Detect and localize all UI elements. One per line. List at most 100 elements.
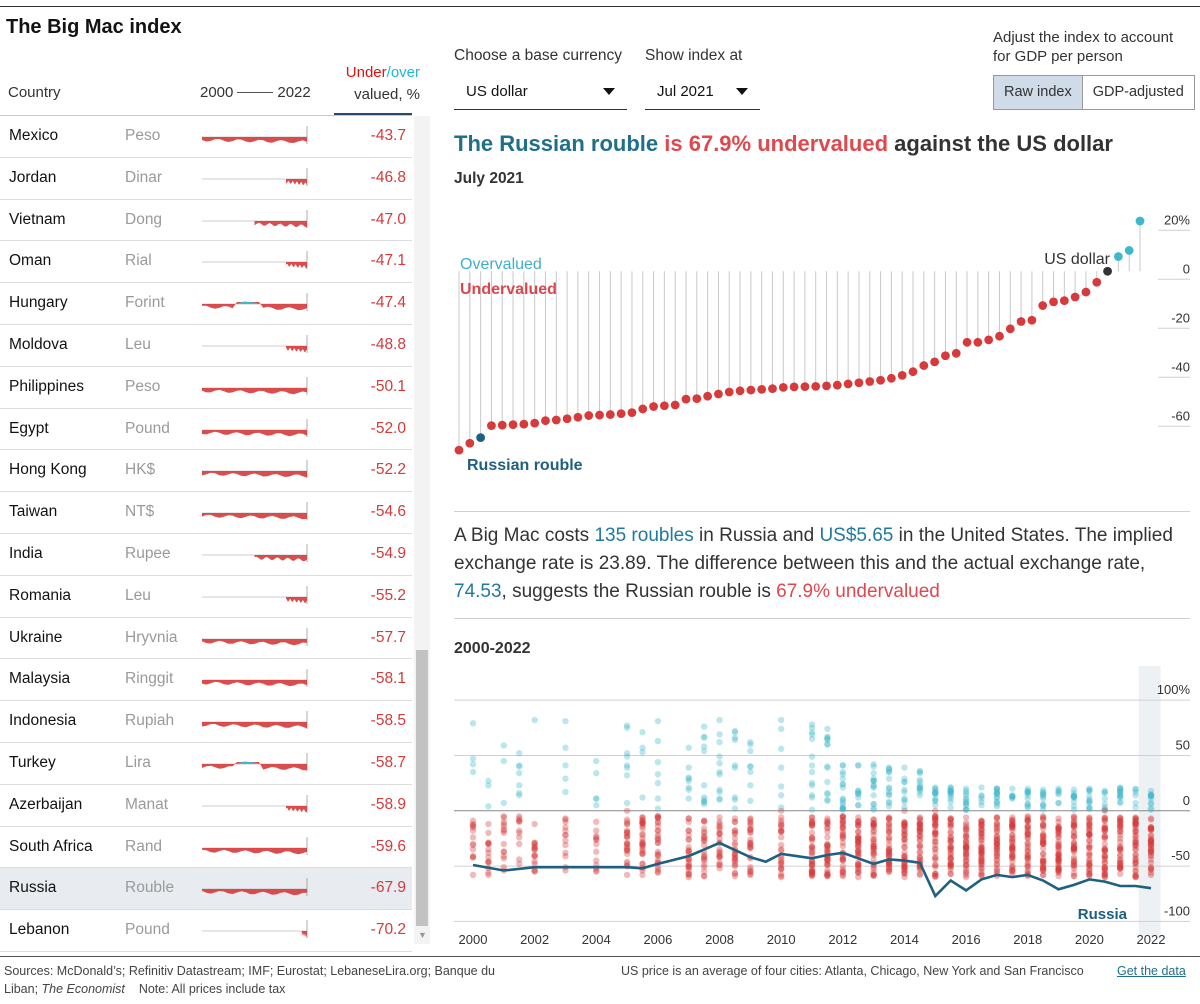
country-point — [1086, 849, 1093, 857]
country-point — [870, 782, 877, 789]
country-point — [777, 716, 785, 724]
country-point — [808, 871, 816, 879]
country-point — [1132, 859, 1139, 866]
explanation-text: A Big Mac costs 135 roubles in Russia an… — [454, 522, 1174, 606]
explain-t1: A Big Mac costs — [454, 525, 595, 546]
sparkline — [202, 920, 308, 939]
table-row[interactable]: Malaysia Ringgit -58.1 — [0, 659, 412, 702]
country-point — [1147, 839, 1155, 847]
table-scrollbar[interactable]: ▼ — [414, 116, 430, 944]
sparkline — [202, 585, 308, 604]
country-point — [654, 839, 662, 847]
country-point — [839, 805, 847, 812]
country-point — [885, 820, 893, 828]
table-row[interactable]: Romania Leu -55.2 — [0, 576, 412, 618]
country-point — [1132, 821, 1139, 829]
country-point — [839, 833, 847, 840]
country-point — [1086, 820, 1093, 828]
country-point — [947, 823, 954, 830]
country-point — [932, 797, 939, 805]
lollipop-dot — [573, 412, 583, 422]
table-row[interactable]: Philippines Peso -50.1 — [0, 367, 412, 409]
country-point — [1055, 868, 1062, 875]
country-point — [808, 818, 816, 826]
country-point — [978, 784, 985, 791]
country-point — [1086, 837, 1093, 844]
country-point — [901, 839, 908, 847]
country-point — [993, 794, 1001, 801]
country-point — [839, 854, 847, 861]
table-row[interactable]: South Africa Rand -59.6 — [0, 827, 412, 869]
table-row[interactable]: India Rupee -54.9 — [0, 534, 412, 576]
table-row[interactable]: Jordan Dinar -46.8 — [0, 158, 412, 200]
country-point — [947, 866, 954, 873]
country-point — [485, 829, 492, 837]
base-currency-select[interactable]: US dollar — [454, 75, 627, 110]
country-point — [993, 846, 1001, 853]
country-point — [593, 769, 600, 777]
lollipop-dot — [778, 382, 788, 392]
table-row[interactable]: Hong Kong HK$ -52.2 — [0, 450, 412, 493]
country-point — [1101, 825, 1108, 832]
country-point — [885, 860, 893, 868]
country-point — [700, 854, 708, 861]
country-point — [639, 841, 646, 849]
country-point — [1132, 835, 1139, 842]
x-tick-label: 2022 — [1137, 932, 1166, 947]
table-row[interactable]: Hungary Forint -47.4 — [0, 283, 412, 325]
country-point — [654, 814, 662, 821]
scrollbar-thumb[interactable] — [416, 650, 428, 926]
show-index-select[interactable]: Jul 2021 — [645, 75, 760, 110]
country-point — [947, 786, 954, 793]
country-point — [685, 815, 692, 822]
raw-index-button[interactable]: Raw index — [994, 76, 1083, 109]
country-point — [870, 820, 877, 828]
header-value[interactable]: Under/over valued, % — [334, 62, 420, 106]
country-point — [901, 796, 908, 803]
country-point — [901, 867, 908, 874]
table-row[interactable]: Taiwan NT$ -54.6 — [0, 492, 412, 534]
country-point — [916, 782, 924, 789]
table-row[interactable]: Ukraine Hryvnia -57.7 — [0, 618, 412, 660]
table-row[interactable]: Azerbaijan Manat -58.9 — [0, 785, 412, 827]
country-point — [916, 814, 924, 821]
country-point — [824, 824, 831, 831]
country-point — [623, 842, 631, 850]
scroll-down-arrow-icon[interactable]: ▼ — [418, 930, 427, 940]
country-point — [916, 820, 924, 828]
country-point — [978, 870, 985, 878]
country-point — [839, 804, 847, 811]
country-point — [978, 834, 985, 841]
country-point — [901, 764, 908, 771]
country-point — [1024, 788, 1031, 796]
country-point — [1101, 859, 1108, 866]
table-row[interactable]: Mexico Peso -43.7 — [0, 116, 412, 158]
country-point — [1132, 820, 1139, 828]
country-point — [1116, 785, 1124, 792]
currency-name: Dinar — [125, 168, 163, 186]
table-row[interactable]: Indonesia Rupiah -58.5 — [0, 701, 412, 743]
header-country[interactable]: Country — [8, 84, 61, 101]
table-row[interactable]: Moldova Leu -48.8 — [0, 325, 412, 367]
lollipop-dot — [497, 420, 507, 430]
country-point — [1024, 787, 1031, 795]
country-point — [700, 829, 708, 837]
gdp-adjusted-button[interactable]: GDP-adjusted — [1082, 76, 1194, 109]
valuation-value: -54.6 — [370, 503, 406, 521]
table-row[interactable]: Oman Rial -47.1 — [0, 241, 412, 284]
table-row[interactable]: Turkey Lira -58.7 — [0, 743, 412, 785]
table-row[interactable]: Vietnam Dong -47.0 — [0, 200, 412, 242]
country-point — [885, 852, 893, 860]
table-row[interactable]: Lebanon Pound -70.2 — [0, 910, 412, 952]
country-point — [1086, 862, 1093, 870]
country-point — [870, 831, 877, 839]
get-the-data-link[interactable]: Get the data — [1117, 964, 1186, 978]
country-point — [978, 849, 985, 857]
country-point — [916, 871, 924, 879]
x-tick-label: 2010 — [767, 932, 796, 947]
country-point — [1009, 823, 1016, 830]
spark-area — [202, 302, 307, 311]
table-row[interactable]: Egypt Pound -52.0 — [0, 409, 412, 451]
table-row[interactable]: Russia Rouble -67.9 — [0, 868, 412, 911]
spark-area — [202, 722, 307, 729]
